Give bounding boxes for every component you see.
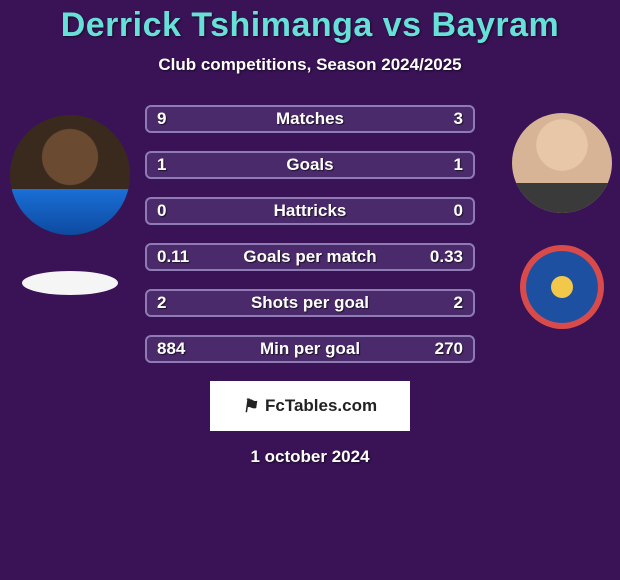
- stat-left-value: 2: [157, 293, 166, 313]
- player2-avatar: [512, 113, 612, 213]
- comparison-stage: 9Matches3 1Goals1 0Hattricks0 0.11Goals per…: [0, 105, 620, 467]
- stat-left-value: 0.11: [157, 247, 189, 267]
- stat-right-value: 0.33: [430, 247, 463, 267]
- stat-row: 0.11Goals per match0.33: [145, 243, 475, 271]
- stat-row: 884Min per goal270: [145, 335, 475, 363]
- stat-left-value: 884: [157, 339, 185, 359]
- stat-right-value: 0: [454, 201, 463, 221]
- stat-bars: 9Matches3 1Goals1 0Hattricks0 0.11Goals per…: [145, 105, 475, 363]
- stat-row: 1Goals1: [145, 151, 475, 179]
- stat-right-value: 2: [454, 293, 463, 313]
- player1-avatar: [10, 115, 130, 235]
- stat-right-value: 3: [454, 109, 463, 129]
- stat-right-value: 1: [454, 155, 463, 175]
- stat-label: Hattricks: [147, 201, 473, 221]
- player-face-icon: [512, 113, 612, 213]
- stat-left-value: 1: [157, 155, 166, 175]
- brand-text: FcTables.com: [265, 396, 377, 416]
- player2-club-crest: [520, 245, 604, 329]
- brand-badge: ⚑ FcTables.com: [210, 381, 410, 431]
- stat-row: 2Shots per goal2: [145, 289, 475, 317]
- comparison-title: Derrick Tshimanga vs Bayram: [0, 6, 620, 45]
- stat-label: Min per goal: [147, 339, 473, 359]
- club-crest-icon: [520, 245, 604, 329]
- player-face-icon: [10, 115, 130, 235]
- stat-label: Matches: [147, 109, 473, 129]
- stat-row: 9Matches3: [145, 105, 475, 133]
- stat-row: 0Hattricks0: [145, 197, 475, 225]
- snapshot-date: 1 october 2024: [0, 447, 620, 467]
- comparison-subtitle: Club competitions, Season 2024/2025: [0, 55, 620, 75]
- player1-club-crest: [22, 271, 118, 295]
- brand-icon: ⚑: [241, 396, 260, 417]
- stat-left-value: 9: [157, 109, 166, 129]
- stat-label: Goals: [147, 155, 473, 175]
- stat-label: Goals per match: [147, 247, 473, 267]
- stat-label: Shots per goal: [147, 293, 473, 313]
- stat-left-value: 0: [157, 201, 166, 221]
- stat-right-value: 270: [435, 339, 463, 359]
